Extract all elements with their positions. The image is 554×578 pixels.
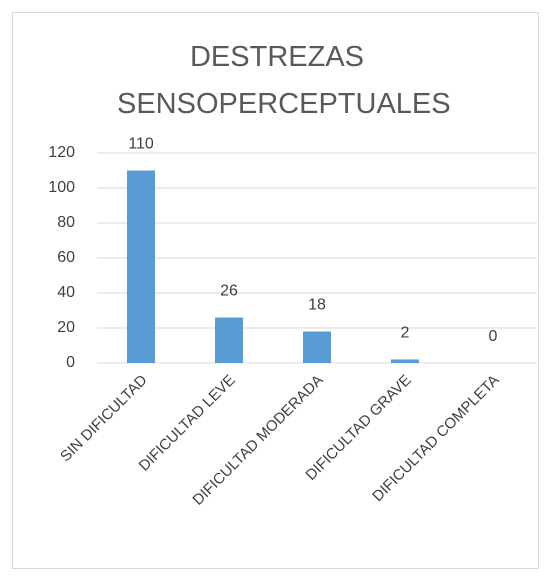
bar (391, 359, 419, 363)
value-label: 26 (220, 283, 238, 300)
x-tick-label: SIN DIFICULTAD (57, 372, 151, 466)
value-label: 0 (489, 328, 498, 345)
y-tick-label: 40 (57, 284, 75, 301)
value-label: 110 (128, 136, 154, 153)
y-tick-label: 120 (48, 144, 75, 161)
x-tick-label: DIFICULTAD LEVE (136, 372, 239, 475)
y-tick-label: 100 (48, 179, 75, 196)
y-tick-label: 20 (57, 319, 75, 336)
y-tick-label: 60 (57, 249, 75, 266)
bar (303, 331, 331, 363)
y-tick-label: 0 (66, 354, 75, 371)
y-tick-label: 80 (57, 214, 75, 231)
bar (215, 317, 243, 363)
bar (127, 170, 155, 363)
chart-title: DESTREZAS SENSOPERCEPTUALES (117, 41, 451, 120)
value-label: 18 (308, 297, 326, 314)
value-label: 2 (401, 325, 410, 342)
chart-frame (12, 12, 539, 569)
